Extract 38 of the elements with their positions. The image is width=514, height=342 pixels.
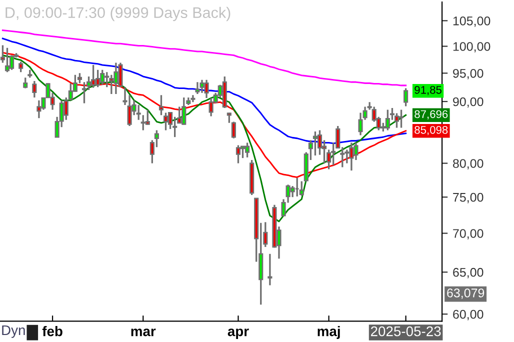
y-tick-label: 105,00 bbox=[453, 16, 490, 27]
candlestick bbox=[163, 112, 168, 132]
y-tick-label: 75,00 bbox=[453, 192, 484, 204]
line-series bbox=[2, 52, 407, 178]
y-tick-label: 70,00 bbox=[453, 229, 484, 240]
x-tick-label: feb bbox=[42, 326, 62, 336]
x-tick-label: apr bbox=[228, 328, 249, 339]
y-tick-label: 80,00 bbox=[453, 159, 484, 170]
candlestick bbox=[18, 60, 24, 73]
y-tick-label: 100,00 bbox=[453, 42, 490, 52]
y-tick-label: 65,00 bbox=[453, 268, 484, 278]
y-tick-label: 90,00 bbox=[453, 97, 484, 108]
candlestick bbox=[136, 104, 141, 121]
annotation: 85,098 bbox=[414, 126, 448, 136]
line-series bbox=[2, 54, 407, 222]
candlestick bbox=[23, 76, 28, 90]
candlestick bbox=[299, 180, 304, 197]
candlestick bbox=[312, 130, 318, 156]
x-tick-label: maj bbox=[318, 326, 340, 339]
text: 63,079 bbox=[447, 288, 484, 299]
x-tick-label: 2025-05-23 bbox=[370, 326, 441, 336]
candlestick bbox=[195, 81, 200, 95]
annotation: 87,696 bbox=[414, 110, 448, 120]
candlestick bbox=[236, 144, 241, 164]
candlestick bbox=[158, 94, 164, 116]
text: Dyn bbox=[2, 325, 25, 338]
annotation: 91,85 bbox=[414, 86, 442, 96]
y-tick-label: 60,00 bbox=[453, 310, 484, 320]
line-series bbox=[2, 30, 407, 86]
candlestick bbox=[394, 112, 400, 129]
candlestick bbox=[4, 47, 10, 73]
candlestick bbox=[145, 108, 150, 126]
candlestick bbox=[404, 87, 408, 108]
chart-title: D, 09:00-17:30 (9999 Days Back) bbox=[6, 6, 230, 22]
y-tick-label: 95,00 bbox=[453, 68, 484, 80]
candlestick bbox=[32, 80, 37, 98]
candlestick bbox=[268, 253, 272, 286]
x-tick-label: mar bbox=[131, 328, 156, 336]
